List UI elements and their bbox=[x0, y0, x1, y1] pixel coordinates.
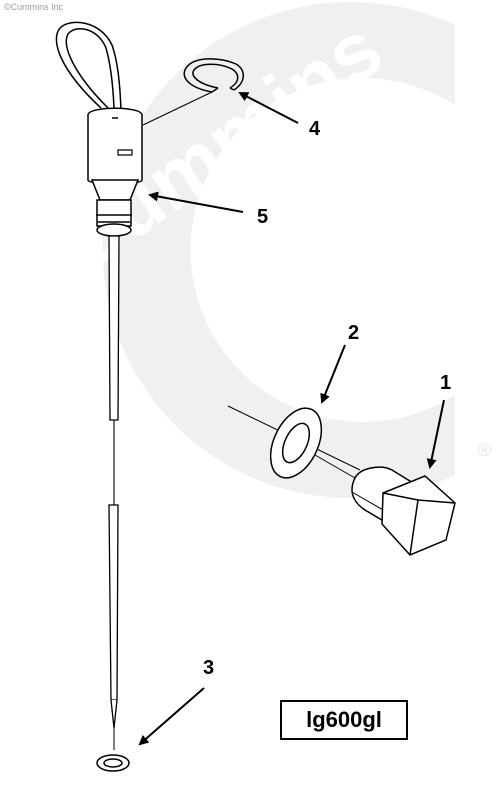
bolt-item-1 bbox=[314, 454, 456, 556]
figure-code-text: lg600gl bbox=[306, 707, 382, 732]
callout-1: 1 bbox=[440, 372, 452, 394]
washer-item-2 bbox=[227, 405, 361, 479]
callout-2: 2 bbox=[348, 322, 360, 344]
callout-5: 5 bbox=[257, 206, 269, 228]
arrow-3 bbox=[138, 687, 205, 746]
dipstick-cap bbox=[87, 107, 143, 237]
arrow-4 bbox=[238, 92, 299, 124]
arrow-1 bbox=[426, 399, 445, 469]
dipstick-blade bbox=[108, 235, 120, 750]
o-ring-item-3 bbox=[96, 754, 130, 772]
figure-code-label: lg600gl bbox=[280, 700, 408, 740]
callout-4: 4 bbox=[309, 118, 321, 140]
dipstick-handle bbox=[55, 21, 122, 111]
callout-3: 3 bbox=[203, 657, 215, 679]
snap-ring-item-4 bbox=[142, 58, 244, 126]
registered-mark: ® bbox=[478, 440, 492, 460]
arrow-5 bbox=[148, 191, 244, 213]
copyright-text: ©Cummins Inc bbox=[4, 2, 64, 12]
leader-arrows bbox=[138, 92, 445, 746]
arrow-2 bbox=[320, 344, 346, 404]
